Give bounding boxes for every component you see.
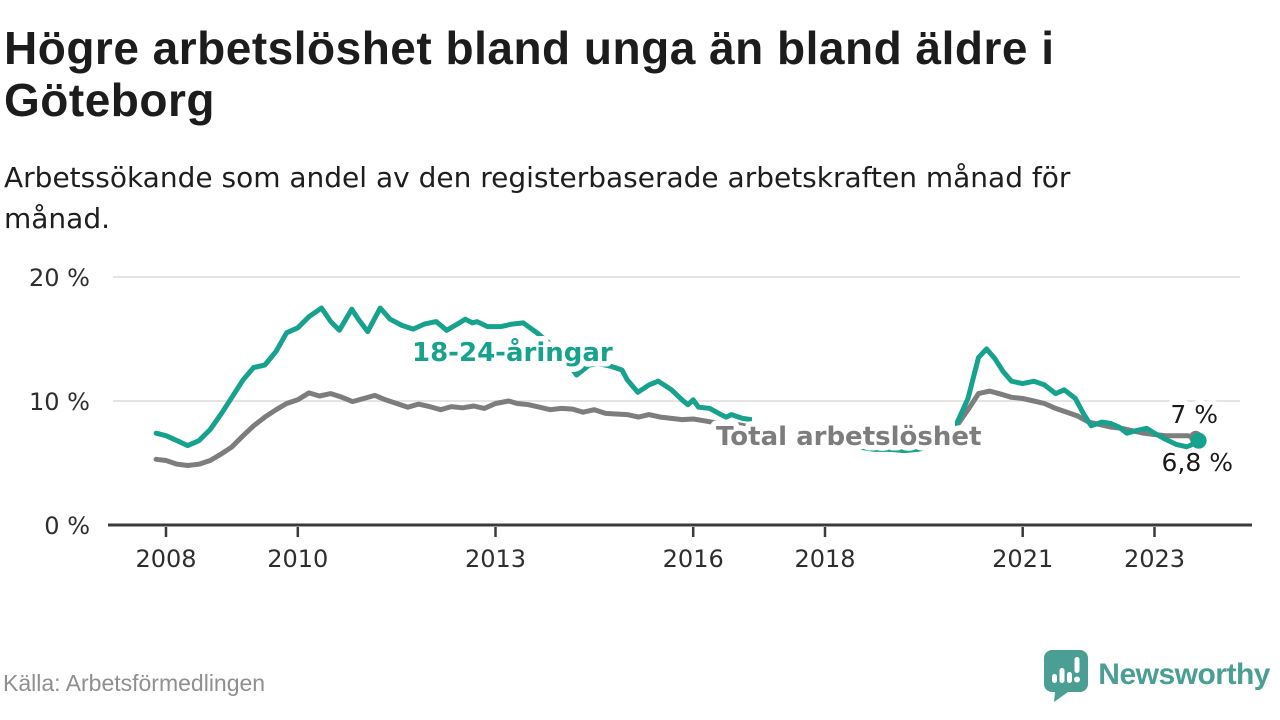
bar-small [1052,674,1058,683]
x-axis-ticks: 2008 2010 2013 2016 2018 2021 2023 [135,527,1185,573]
x-tick-label: 2018 [794,545,855,573]
bar-medium [1059,668,1065,683]
x-tick-label: 2023 [1124,545,1185,573]
series-lines [153,305,1202,468]
newsworthy-speech-bubble-chart-icon [1044,650,1089,702]
y-axis-labels: 0 % 10 % 20 % [29,264,90,540]
y-tick-label: 0 % [44,512,90,540]
newsworthy-logo: Newsworthy [1042,648,1270,702]
total-series-label: Total arbetslöshet [716,422,981,452]
x-tick-label: 2013 [465,545,526,573]
label-halo-mask [752,413,955,449]
youth-end-dot [1190,432,1207,449]
chart-title: Högre arbetslöshet bland unga än bland ä… [4,22,1055,127]
x-tick-label: 2021 [992,545,1053,573]
y-tick-label: 20 % [29,264,90,292]
x-tick-label: 2008 [135,545,196,573]
gridlines [113,276,1240,402]
bar-tall [1067,672,1073,683]
exclamation-dot [1074,676,1081,683]
exclamation-bar [1074,657,1080,673]
total-unemployment-line [153,388,1202,468]
end-value-label-youth: 6,8 % [1162,448,1233,477]
end-value-label-total: 7 % [1170,400,1218,429]
x-axis: 2008 2010 2013 2016 2018 2021 2023 [108,523,1252,573]
x-tick-label: 2010 [267,545,328,573]
source-note: Källa: Arbetsförmedlingen [3,670,266,696]
y-tick-label: 10 % [29,388,90,416]
chart-subtitle: Arbetssökande som andel av den registerb… [4,161,1071,235]
x-tick-label: 2016 [663,545,724,573]
series-end-dots [1189,430,1207,449]
youth-series-label: 18-24-åringar [412,336,613,368]
youth-unemployment-line [153,305,1202,454]
newsworthy-wordmark: Newsworthy [1098,658,1270,691]
